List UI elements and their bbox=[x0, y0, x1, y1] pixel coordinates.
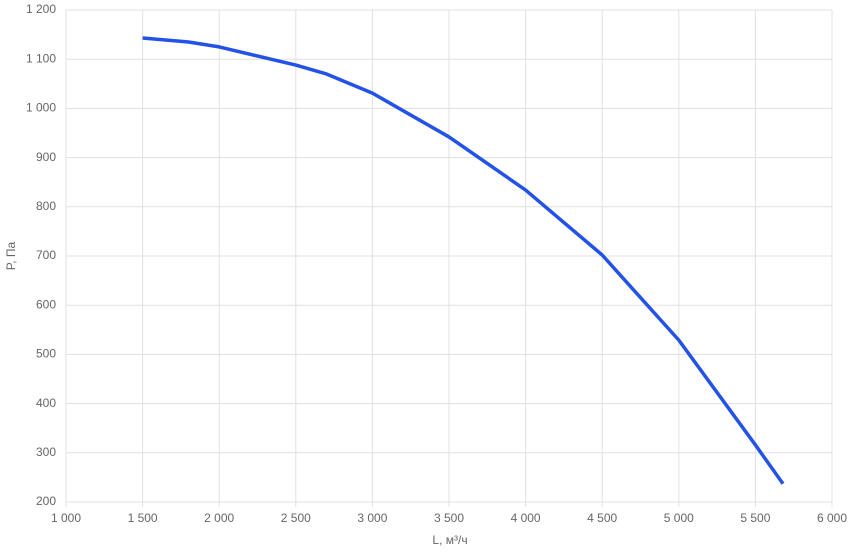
y-tick-label: 700 bbox=[36, 248, 56, 262]
y-tick-label: 800 bbox=[36, 199, 56, 213]
x-tick-label: 6 000 bbox=[817, 511, 847, 525]
y-tick-label: 500 bbox=[36, 347, 56, 361]
y-tick-label: 1 100 bbox=[26, 51, 56, 65]
x-tick-label: 1 000 bbox=[51, 511, 81, 525]
y-tick-label: 200 bbox=[36, 494, 56, 508]
x-tick-label: 4 500 bbox=[587, 511, 617, 525]
x-tick-label: 2 500 bbox=[281, 511, 311, 525]
y-tick-label: 1 200 bbox=[26, 2, 56, 16]
x-tick-label: 3 000 bbox=[357, 511, 387, 525]
x-tick-label: 1 500 bbox=[128, 511, 158, 525]
x-tick-label: 3 500 bbox=[434, 511, 464, 525]
y-tick-label: 900 bbox=[36, 150, 56, 164]
y-tick-label: 600 bbox=[36, 297, 56, 311]
x-axis-title: L, м³/ч bbox=[432, 533, 467, 547]
y-tick-label: 400 bbox=[36, 396, 56, 410]
x-tick-label: 4 000 bbox=[511, 511, 541, 525]
y-tick-label: 300 bbox=[36, 445, 56, 459]
y-axis-title: P, Па bbox=[4, 241, 18, 270]
x-tick-label: 5 000 bbox=[664, 511, 694, 525]
x-tick-label: 2 000 bbox=[204, 511, 234, 525]
y-tick-label: 1 000 bbox=[26, 101, 56, 115]
x-tick-label: 5 500 bbox=[740, 511, 770, 525]
data-line bbox=[142, 36, 785, 485]
